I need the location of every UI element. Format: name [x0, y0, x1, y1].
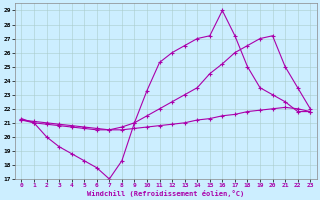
X-axis label: Windchill (Refroidissement éolien,°C): Windchill (Refroidissement éolien,°C): [87, 190, 244, 197]
